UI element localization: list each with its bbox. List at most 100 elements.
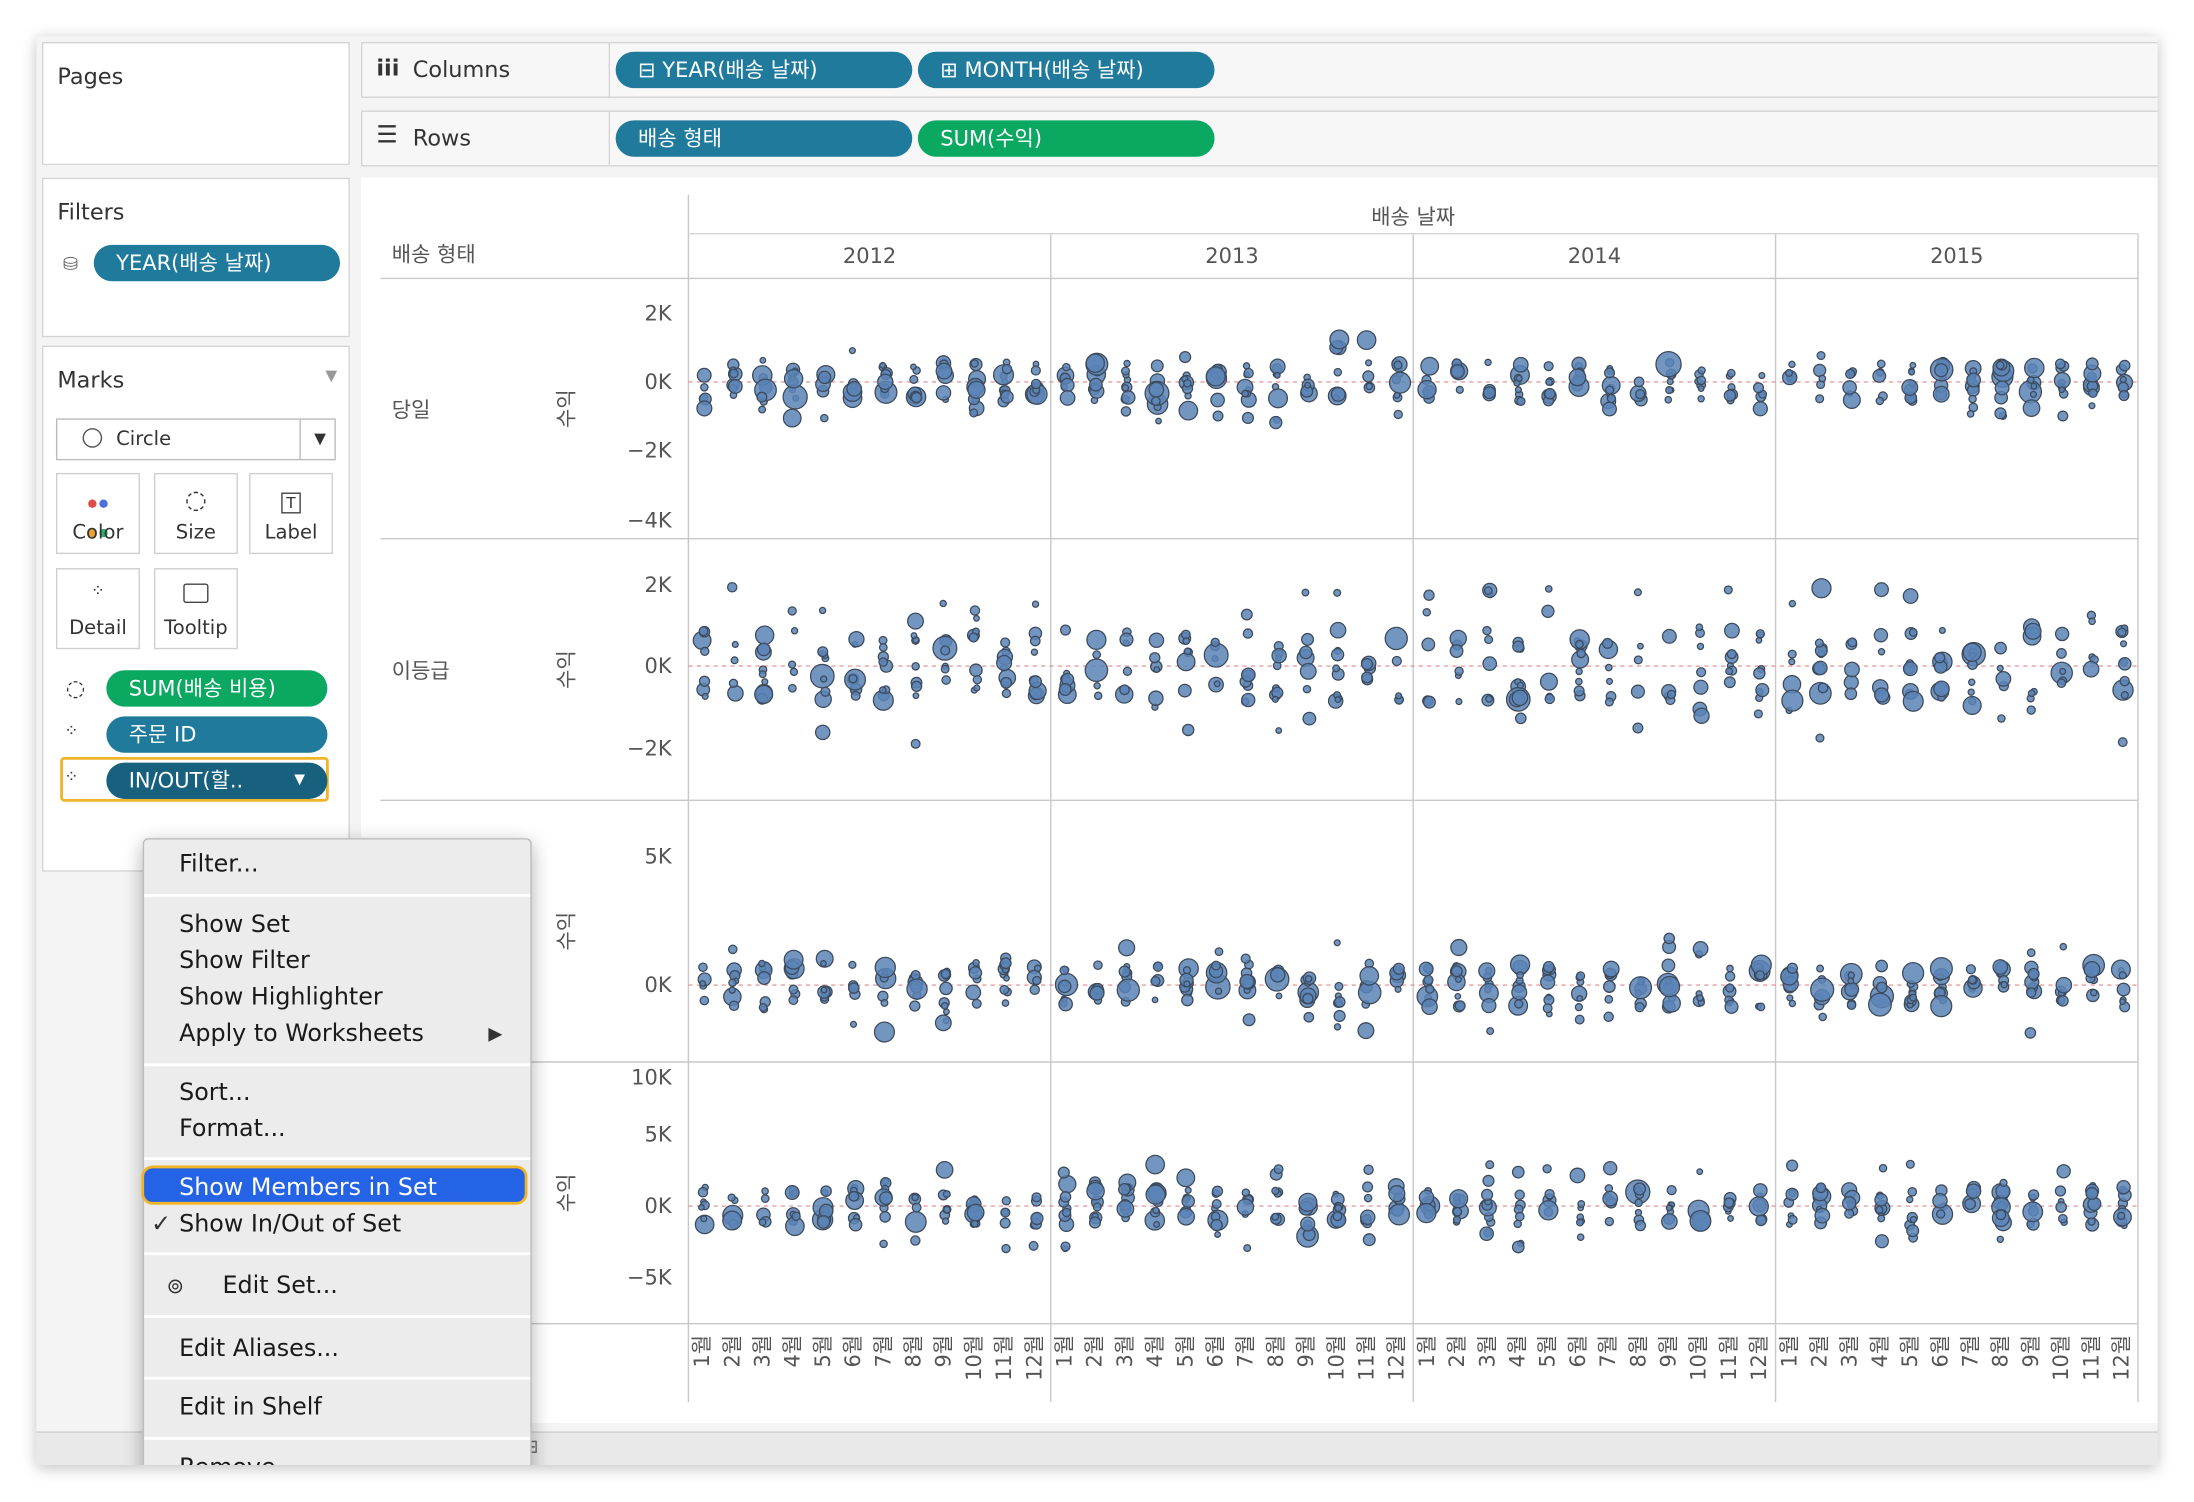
data-mark[interactable] xyxy=(1000,676,1013,689)
data-mark[interactable] xyxy=(816,1215,831,1229)
data-mark[interactable] xyxy=(1388,1203,1411,1226)
data-mark[interactable] xyxy=(1810,977,1835,1002)
data-mark[interactable] xyxy=(969,605,981,616)
data-mark[interactable] xyxy=(1787,1214,1798,1225)
shipping-cost-size-pill[interactable]: SUM(배송 비용) xyxy=(106,670,328,707)
tooltip-button[interactable]: Tooltip xyxy=(153,568,238,650)
data-mark[interactable] xyxy=(2027,967,2040,981)
data-mark[interactable] xyxy=(1450,965,1463,978)
menu-edit-set[interactable]: Edit Set... xyxy=(222,1271,338,1300)
data-mark[interactable] xyxy=(1357,1022,1375,1040)
data-mark[interactable] xyxy=(879,1191,893,1206)
data-mark[interactable] xyxy=(1665,385,1674,395)
data-mark[interactable] xyxy=(2000,981,2008,989)
data-mark[interactable] xyxy=(1786,1159,1799,1172)
data-mark[interactable] xyxy=(1486,1027,1495,1036)
data-mark[interactable] xyxy=(1788,999,1797,1008)
data-mark[interactable] xyxy=(911,1202,922,1213)
data-mark[interactable] xyxy=(966,1203,985,1222)
data-mark[interactable] xyxy=(1965,1183,1982,1199)
data-mark[interactable] xyxy=(1030,378,1042,390)
data-mark[interactable] xyxy=(1539,672,1558,691)
data-mark[interactable] xyxy=(2056,648,2067,659)
data-mark[interactable] xyxy=(1417,379,1437,400)
data-mark[interactable] xyxy=(940,645,951,656)
data-mark[interactable] xyxy=(1875,959,1889,973)
data-mark[interactable] xyxy=(1333,367,1343,377)
data-mark[interactable] xyxy=(1514,712,1527,725)
data-mark[interactable] xyxy=(1329,621,1347,639)
data-mark[interactable] xyxy=(880,998,889,1007)
data-mark[interactable] xyxy=(2085,1187,2099,1201)
data-mark[interactable] xyxy=(700,1215,708,1223)
data-mark[interactable] xyxy=(1153,1221,1161,1228)
data-mark[interactable] xyxy=(1359,965,1380,986)
data-mark[interactable] xyxy=(1663,932,1676,945)
data-mark[interactable] xyxy=(1362,1181,1374,1193)
data-mark[interactable] xyxy=(1604,697,1614,707)
data-mark[interactable] xyxy=(1933,680,1950,698)
data-mark[interactable] xyxy=(1030,1211,1044,1226)
data-mark[interactable] xyxy=(1748,1196,1769,1217)
data-mark[interactable] xyxy=(1304,381,1311,389)
data-mark[interactable] xyxy=(1576,648,1587,659)
data-mark[interactable] xyxy=(1723,676,1736,689)
data-mark[interactable] xyxy=(1787,649,1797,659)
data-mark[interactable] xyxy=(1086,629,1107,650)
data-mark[interactable] xyxy=(1575,971,1586,981)
data-mark[interactable] xyxy=(1994,641,2007,655)
data-mark[interactable] xyxy=(1938,626,1946,635)
data-mark[interactable] xyxy=(879,1239,888,1249)
data-mark[interactable] xyxy=(1605,385,1615,395)
data-mark[interactable] xyxy=(942,1008,950,1016)
pages-card[interactable]: Pages xyxy=(41,41,350,166)
data-mark[interactable] xyxy=(1302,992,1314,1005)
data-mark[interactable] xyxy=(1629,976,1653,1000)
data-mark[interactable] xyxy=(1902,962,1925,985)
data-mark[interactable] xyxy=(1271,647,1287,664)
menu-edit-in-shelf[interactable]: Edit in Shelf xyxy=(179,1393,322,1422)
data-mark[interactable] xyxy=(701,692,709,700)
data-mark[interactable] xyxy=(1843,674,1859,691)
data-mark[interactable] xyxy=(1577,1200,1586,1208)
data-mark[interactable] xyxy=(1844,661,1860,678)
data-mark[interactable] xyxy=(728,986,736,994)
data-mark[interactable] xyxy=(2083,961,2101,978)
data-mark[interactable] xyxy=(1148,690,1164,706)
data-mark[interactable] xyxy=(2054,626,2070,642)
data-mark[interactable] xyxy=(1538,1200,1559,1221)
data-mark[interactable] xyxy=(1630,684,1645,699)
month-column-pill[interactable]: ⊞ MONTH(배송 날짜) xyxy=(917,51,1215,89)
data-mark[interactable] xyxy=(697,1203,705,1211)
data-mark[interactable] xyxy=(1059,1191,1072,1203)
data-mark[interactable] xyxy=(848,1217,863,1232)
rows-shelf[interactable]: ☰ Rows 배송 형태 SUM(수익) xyxy=(360,110,2158,167)
data-mark[interactable] xyxy=(1214,1231,1222,1238)
data-mark[interactable] xyxy=(1029,984,1040,996)
data-mark[interactable] xyxy=(727,944,738,955)
data-mark[interactable] xyxy=(1966,410,1975,418)
data-mark[interactable] xyxy=(1665,1204,1673,1212)
data-mark[interactable] xyxy=(1932,385,1950,403)
data-mark[interactable] xyxy=(1388,371,1412,394)
data-mark[interactable] xyxy=(1058,1174,1077,1194)
data-mark[interactable] xyxy=(1723,389,1737,402)
data-mark[interactable] xyxy=(1121,390,1136,405)
data-mark[interactable] xyxy=(817,646,829,658)
data-mark[interactable] xyxy=(758,670,767,679)
data-mark[interactable] xyxy=(2026,376,2035,384)
data-mark[interactable] xyxy=(2119,640,2128,648)
data-mark[interactable] xyxy=(787,683,797,693)
data-mark[interactable] xyxy=(1359,1209,1376,1226)
menu-show-highlighter[interactable]: Show Highlighter xyxy=(179,983,383,1012)
data-mark[interactable] xyxy=(1968,678,1976,686)
data-mark[interactable] xyxy=(1568,368,1587,387)
data-mark[interactable] xyxy=(1905,1159,1915,1169)
data-mark[interactable] xyxy=(1573,685,1585,697)
data-mark[interactable] xyxy=(814,724,831,741)
data-mark[interactable] xyxy=(1511,689,1529,707)
data-mark[interactable] xyxy=(1450,938,1468,957)
order-id-detail-pill[interactable]: 주문 ID xyxy=(106,716,328,753)
data-mark[interactable] xyxy=(1122,666,1133,677)
data-mark[interactable] xyxy=(970,359,979,368)
